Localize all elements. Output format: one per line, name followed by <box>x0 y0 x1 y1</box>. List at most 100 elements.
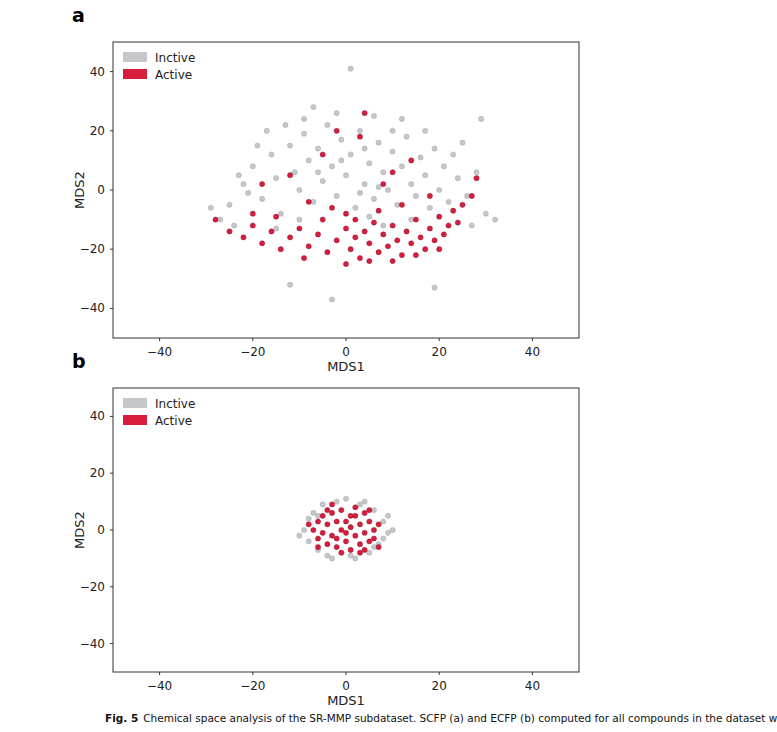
point <box>320 217 325 222</box>
point <box>376 544 381 549</box>
point <box>306 199 311 204</box>
point <box>469 193 474 198</box>
point <box>381 536 386 541</box>
point <box>371 196 376 201</box>
point <box>241 235 246 240</box>
point <box>362 110 367 115</box>
tick <box>346 338 347 341</box>
point <box>371 527 376 532</box>
tick <box>159 672 160 675</box>
y-axis-label: MDS2 <box>72 171 87 209</box>
point <box>413 253 418 258</box>
point <box>315 232 320 237</box>
point <box>325 553 330 558</box>
point <box>301 255 306 260</box>
x-axis-label: MDS1 <box>327 359 365 374</box>
points <box>208 66 497 302</box>
tick <box>110 71 113 72</box>
tick <box>159 338 160 341</box>
point <box>362 547 367 552</box>
point <box>283 122 288 127</box>
point <box>362 229 367 234</box>
tick <box>439 338 440 341</box>
point <box>367 539 372 544</box>
point <box>348 553 353 558</box>
point <box>357 128 362 133</box>
point <box>367 161 372 166</box>
tick-label: 40 <box>525 345 540 359</box>
point <box>427 193 432 198</box>
point <box>260 196 265 201</box>
point <box>306 539 311 544</box>
point <box>460 202 465 207</box>
point <box>339 508 344 513</box>
point <box>376 184 381 189</box>
point <box>385 187 390 192</box>
figure: a−40−2002040−40−2002040MDS1MDS2InctiveAc… <box>0 0 777 732</box>
point <box>260 241 265 246</box>
point <box>325 250 330 255</box>
point <box>339 158 344 163</box>
point <box>311 199 316 204</box>
tick-label: 0 <box>342 345 350 359</box>
point <box>339 137 344 142</box>
tick-label: −20 <box>240 345 265 359</box>
point <box>385 244 390 249</box>
point <box>423 128 428 133</box>
point <box>404 229 409 234</box>
point <box>297 533 302 538</box>
point <box>297 226 302 231</box>
points <box>297 496 395 561</box>
point <box>474 170 479 175</box>
point <box>343 226 348 231</box>
point <box>348 247 353 252</box>
point <box>357 542 362 547</box>
point <box>343 530 348 535</box>
point <box>493 217 498 222</box>
plot-frame <box>113 42 579 338</box>
tick <box>346 672 347 675</box>
tick-label: 40 <box>90 65 105 79</box>
point <box>348 513 353 518</box>
point <box>274 176 279 181</box>
point <box>381 170 386 175</box>
tick-label: −40 <box>80 637 105 651</box>
point <box>255 143 260 148</box>
point <box>390 170 395 175</box>
point <box>460 140 465 145</box>
point <box>469 223 474 228</box>
point <box>357 134 362 139</box>
tick-label: −40 <box>147 679 172 693</box>
legend-swatch <box>123 398 147 408</box>
point <box>325 508 330 513</box>
point <box>437 187 442 192</box>
point <box>311 510 316 515</box>
tick-label: −20 <box>80 580 105 594</box>
point <box>334 193 339 198</box>
point <box>357 190 362 195</box>
point <box>432 285 437 290</box>
tick <box>110 190 113 191</box>
point <box>409 181 414 186</box>
point <box>418 155 423 160</box>
point <box>353 533 358 538</box>
tick <box>439 672 440 675</box>
point <box>362 510 367 515</box>
tick <box>252 672 253 675</box>
point <box>269 152 274 157</box>
point <box>427 226 432 231</box>
point <box>367 214 372 219</box>
point <box>441 164 446 169</box>
point <box>315 519 320 524</box>
point <box>348 66 353 71</box>
point <box>241 181 246 186</box>
point <box>315 544 320 549</box>
tick-label: −40 <box>147 345 172 359</box>
tick-label: −40 <box>80 301 105 315</box>
caption-text: Chemical space analysis of the SR-MMP su… <box>143 712 777 724</box>
point <box>297 187 302 192</box>
point <box>362 530 367 535</box>
point <box>390 149 395 154</box>
point <box>367 550 372 555</box>
tick-label: 0 <box>97 523 105 537</box>
